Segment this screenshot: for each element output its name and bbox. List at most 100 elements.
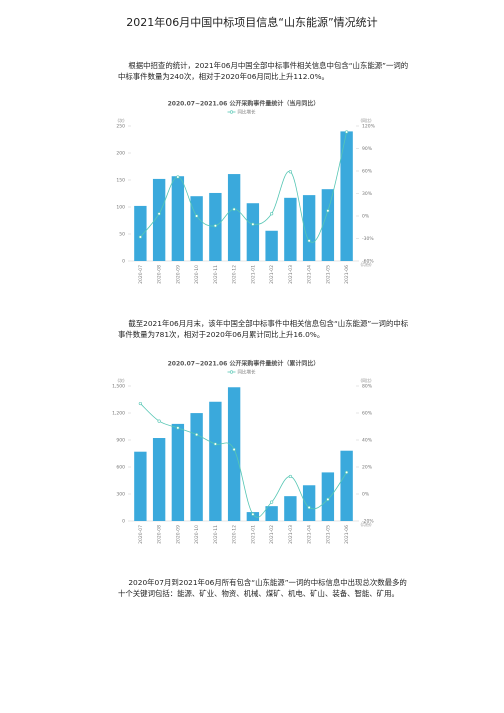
y-tick-label: 300	[116, 492, 125, 498]
line-point	[288, 474, 292, 479]
line-point	[270, 212, 274, 216]
x-tick-label: 2021-05	[325, 525, 331, 544]
bar	[152, 438, 166, 521]
page-title: 2021年06月中国中标项目信息“山东能源”情况统计	[126, 16, 378, 29]
y-tick-label: 250	[116, 124, 125, 130]
y2-tick-label: -30%	[362, 236, 374, 242]
legend-label: 同比增长	[238, 369, 256, 376]
x-tick-label: 2021-03	[288, 265, 294, 284]
line-point	[251, 222, 255, 226]
x-tick-label: 2021-04	[307, 525, 313, 544]
x-tick-label: 2021-04	[307, 265, 313, 284]
y2-tick-label: -60%	[362, 259, 374, 265]
line-point	[326, 209, 330, 213]
y2-tick-label: 120%	[362, 124, 376, 130]
line-point	[326, 497, 330, 502]
bar	[302, 485, 316, 521]
bar	[190, 413, 203, 521]
bar	[265, 230, 278, 261]
bar	[284, 496, 297, 521]
legend-marker	[229, 110, 234, 114]
y-tick-label: 600	[116, 465, 125, 471]
line-point	[176, 426, 180, 430]
y-tick-label: 50	[119, 232, 125, 238]
legend-label: 同比增长	[238, 109, 256, 116]
x-tick-label: 2020-10	[194, 265, 200, 284]
x-tick-label: 2020-07	[138, 265, 144, 284]
line-point	[157, 419, 161, 423]
x-tick-label: 2021-02	[269, 525, 275, 544]
bar	[246, 203, 260, 261]
line	[140, 131, 348, 243]
y2-tick-label: 60%	[362, 169, 373, 175]
bar	[190, 196, 203, 261]
line-point	[157, 212, 161, 216]
line-point	[138, 401, 142, 406]
y-tick-label: 0	[122, 519, 125, 525]
y2-tick-label: 30%	[362, 191, 373, 197]
line-point	[138, 235, 142, 239]
paragraph: 根据中招查的统计，2021年06月中国全部中标事件相关信息中包含“山东能源”一词…	[118, 61, 409, 81]
x-tick-label: 2021-06	[344, 265, 350, 284]
x-tick-label: 2021-03	[288, 525, 294, 544]
bar	[227, 387, 241, 521]
bar	[134, 205, 147, 261]
bar	[246, 512, 260, 521]
bar	[340, 450, 353, 521]
bar	[134, 451, 147, 521]
y2-tick-label: 90%	[362, 146, 373, 152]
line-point	[213, 442, 217, 446]
y2-tick-label: 60%	[362, 411, 373, 417]
x-tick-label: 2020-08	[157, 265, 163, 284]
y-tick-label: 1,200	[112, 411, 125, 417]
x-tick-label: 2020-08	[157, 525, 163, 544]
bar	[152, 178, 166, 261]
x-tick-label: 2020-10	[194, 525, 200, 544]
y2-tick-label: 20%	[362, 465, 373, 471]
paragraph: 2020年07月到2021年06月所有包含“山东能源”一词的中标信息中出现总次数…	[118, 578, 407, 598]
y-tick-label: 900	[116, 438, 125, 444]
y2-tick-label: 0%	[362, 492, 370, 498]
x-tick-label: 2020-11	[213, 265, 219, 284]
line-point	[345, 470, 349, 475]
bar	[227, 174, 241, 261]
x-axis-label: (月份)	[360, 261, 372, 267]
y2-axis-label: (同比)	[360, 117, 372, 123]
bar	[340, 131, 353, 261]
x-tick-label: 2020-07	[138, 525, 144, 544]
bar	[321, 472, 335, 521]
bar	[321, 189, 335, 261]
line	[140, 403, 347, 518]
bar	[171, 176, 185, 261]
bar	[171, 423, 185, 521]
x-tick-label: 2020-09	[175, 525, 181, 544]
line-point	[307, 505, 311, 510]
line-point	[195, 433, 199, 437]
x-tick-label: 2020-09	[175, 265, 181, 284]
x-tick-label: 2021-02	[269, 265, 275, 284]
line-point	[251, 512, 255, 516]
y2-tick-label: 80%	[362, 384, 373, 390]
line-point	[176, 175, 180, 179]
y-tick-label: 150	[116, 178, 125, 184]
bar	[209, 401, 222, 521]
line-point	[195, 214, 199, 218]
line-point	[345, 130, 349, 134]
line-point	[307, 239, 311, 243]
y-tick-label: 0	[122, 259, 125, 265]
x-tick-label: 2020-11	[213, 525, 219, 544]
bar	[302, 195, 316, 261]
y2-tick-label: 40%	[362, 438, 373, 444]
x-tick-label: 2021-06	[344, 525, 350, 544]
x-tick-label: 2020-12	[232, 525, 238, 544]
y-axis-label: (次)	[117, 377, 125, 383]
line-point	[232, 447, 236, 452]
x-tick-label: 2020-12	[232, 265, 238, 284]
bar	[284, 197, 297, 261]
y-tick-label: 1,500	[112, 384, 125, 390]
y-axis-label: (次)	[117, 117, 125, 123]
x-tick-label: 2021-01	[250, 265, 256, 284]
line-point	[270, 500, 274, 504]
x-tick-label: 2021-01	[250, 525, 256, 544]
